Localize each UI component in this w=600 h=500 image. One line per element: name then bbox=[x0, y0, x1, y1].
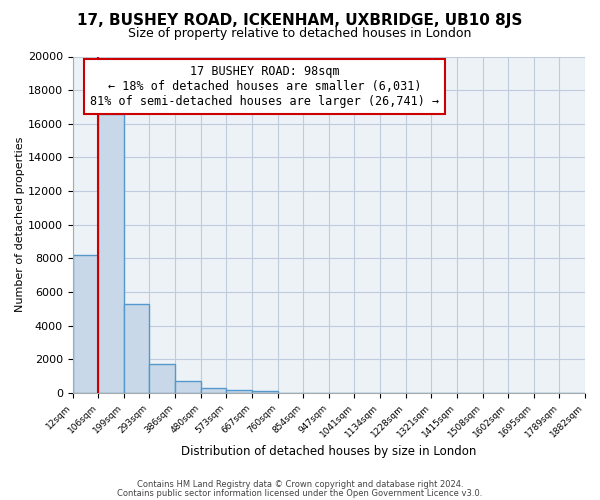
Bar bbox=[226, 390, 252, 393]
Text: Contains public sector information licensed under the Open Government Licence v3: Contains public sector information licen… bbox=[118, 488, 482, 498]
Bar bbox=[149, 364, 175, 393]
Bar bbox=[124, 304, 149, 393]
Bar bbox=[252, 391, 278, 393]
Text: Size of property relative to detached houses in London: Size of property relative to detached ho… bbox=[128, 28, 472, 40]
Text: 17, BUSHEY ROAD, ICKENHAM, UXBRIDGE, UB10 8JS: 17, BUSHEY ROAD, ICKENHAM, UXBRIDGE, UB1… bbox=[77, 12, 523, 28]
Bar bbox=[175, 382, 201, 393]
X-axis label: Distribution of detached houses by size in London: Distribution of detached houses by size … bbox=[181, 444, 476, 458]
Text: 17 BUSHEY ROAD: 98sqm
← 18% of detached houses are smaller (6,031)
81% of semi-d: 17 BUSHEY ROAD: 98sqm ← 18% of detached … bbox=[90, 65, 439, 108]
Bar bbox=[73, 255, 98, 393]
Bar bbox=[98, 114, 124, 393]
Y-axis label: Number of detached properties: Number of detached properties bbox=[15, 137, 25, 312]
Text: Contains HM Land Registry data © Crown copyright and database right 2024.: Contains HM Land Registry data © Crown c… bbox=[137, 480, 463, 489]
Bar bbox=[201, 388, 226, 393]
